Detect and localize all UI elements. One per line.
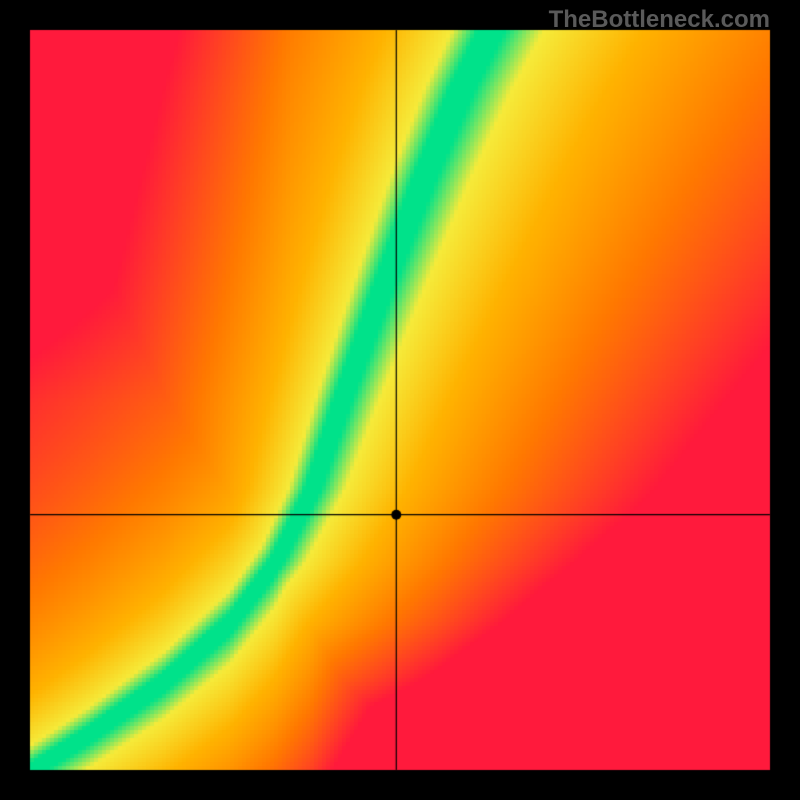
chart-container: { "watermark": { "text": "TheBottleneck.…	[0, 0, 800, 800]
crosshair-overlay	[0, 0, 800, 800]
watermark-text: TheBottleneck.com	[549, 6, 770, 34]
